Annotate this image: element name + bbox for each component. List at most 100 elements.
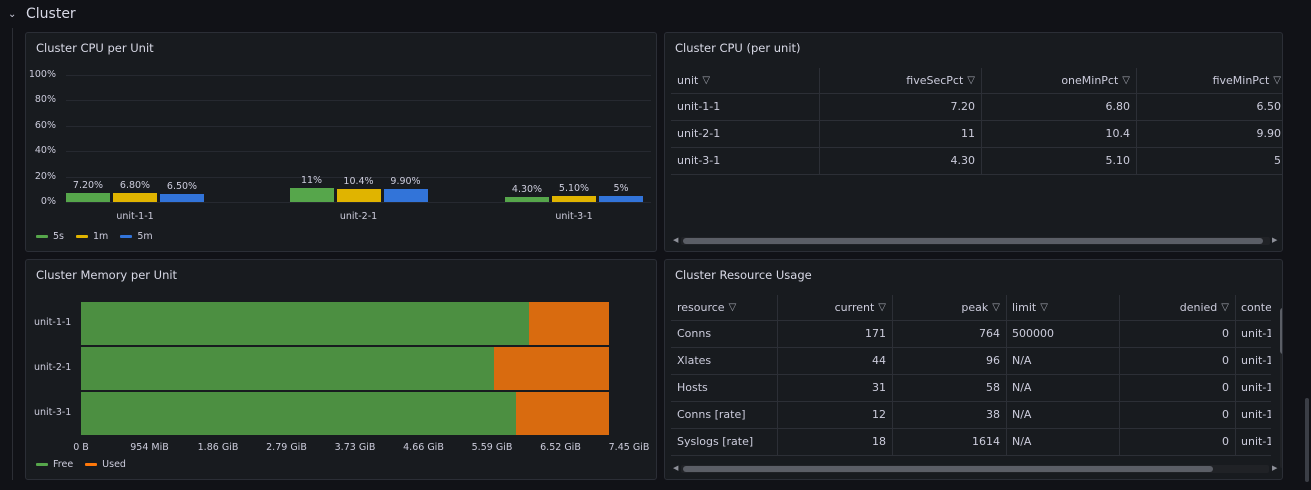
table-cell-current: 171 xyxy=(865,327,886,340)
legend-label: 1m xyxy=(93,231,109,242)
x-category-label: unit-1-1 xyxy=(116,211,154,222)
legend-swatch xyxy=(36,463,48,466)
column-header-unit[interactable]: unit ▽ xyxy=(671,68,819,93)
y-tick-label: 0% xyxy=(40,196,56,207)
table-cell-context: unit-1-1 xyxy=(1241,354,1271,367)
bar-free-unit-1-1 xyxy=(81,302,529,345)
table-cell-limit: N/A xyxy=(1012,381,1032,394)
column-header-label: unit xyxy=(677,74,699,87)
bar-value-label: 6.80% xyxy=(119,180,151,192)
bar-unit-2-1-5m xyxy=(383,189,428,202)
bar-value-label: 6.50% xyxy=(166,180,198,192)
column-header-peak[interactable]: peak ▽ xyxy=(892,295,1006,320)
scroll-left-arrow[interactable]: ◀ xyxy=(673,464,679,472)
row-divider xyxy=(671,374,1271,375)
table-cell-resource: Syslogs [rate] xyxy=(677,435,754,448)
bar-value-label: 10.4% xyxy=(343,175,374,187)
bar-free-unit-3-1 xyxy=(81,392,516,435)
x-tick-label: 4.66 GiB xyxy=(403,442,444,453)
filter-icon[interactable]: ▽ xyxy=(1273,75,1281,86)
table-cell-limit: N/A xyxy=(1012,354,1032,367)
table-cell-fiveSecPct: 11 xyxy=(961,127,975,140)
panel-cluster-resource-usage: Cluster Resource Usage resource ▽ current ▽… xyxy=(664,259,1283,480)
table-cell-current: 31 xyxy=(872,381,886,394)
row-divider xyxy=(671,428,1271,429)
table-cell-unit: unit-1-1 xyxy=(677,100,721,113)
horizontal-scrollbar[interactable] xyxy=(681,237,1270,245)
legend-item-free[interactable]: Free xyxy=(36,459,73,470)
filter-icon[interactable]: ▽ xyxy=(1221,302,1229,313)
row-divider xyxy=(671,147,1282,148)
table-cell-context: unit-1-1 xyxy=(1241,381,1271,394)
table-cell-resource: Hosts xyxy=(677,381,708,394)
cpu-bar-chart: 100% 80% 60% 40% 20% 0% 7.20% 6.80% 6.50% unit-1-… xyxy=(26,33,656,251)
chevron-down-icon[interactable]: ⌄ xyxy=(8,8,17,20)
column-divider xyxy=(1006,295,1007,455)
table-cell-denied: 0 xyxy=(1222,408,1229,421)
scroll-right-arrow[interactable]: ▶ xyxy=(1272,236,1278,244)
column-divider xyxy=(777,295,778,455)
y-tick-label: 60% xyxy=(34,119,56,131)
row-divider xyxy=(671,455,1271,456)
x-tick-label: 7.45 GiB xyxy=(608,442,650,453)
vertical-scrollbar[interactable] xyxy=(1280,308,1282,468)
chart-legend: 5s 1m 5m xyxy=(36,231,153,242)
legend-swatch xyxy=(85,463,98,466)
column-header-denied[interactable]: denied ▽ xyxy=(1119,295,1235,320)
table-cell-resource: Xlates xyxy=(677,354,712,367)
table-cell-denied: 0 xyxy=(1222,381,1229,394)
column-header-limit[interactable]: limit ▽ xyxy=(1006,295,1119,320)
table-cell-current: 18 xyxy=(872,435,886,448)
scrollbar-thumb[interactable] xyxy=(1280,308,1282,354)
filter-icon[interactable]: ▽ xyxy=(992,302,1000,313)
filter-icon[interactable]: ▽ xyxy=(1122,75,1130,86)
scrollbar-thumb[interactable] xyxy=(683,466,1213,472)
column-header-fiveSecPct[interactable]: fiveSecPct ▽ xyxy=(819,68,981,93)
table-cell-peak: 38 xyxy=(986,408,1000,421)
table-cell-oneMinPct: 6.80 xyxy=(1105,100,1131,113)
table-cell-limit: 500000 xyxy=(1012,327,1054,340)
table-cell-peak: 58 xyxy=(986,381,1000,394)
legend-item-1m[interactable]: 1m xyxy=(76,231,108,242)
table-cell-context: unit-1-1 xyxy=(1241,408,1271,421)
column-header-label: fiveSecPct xyxy=(906,74,964,87)
column-header-resource[interactable]: resource ▽ xyxy=(671,295,777,320)
table-cell-fiveSecPct: 4.30 xyxy=(950,154,976,167)
filter-icon[interactable]: ▽ xyxy=(728,302,737,313)
legend-item-5m[interactable]: 5m xyxy=(120,231,153,242)
row-divider xyxy=(671,120,1282,121)
bar-unit-1-1-5m xyxy=(160,193,204,202)
page-scrollbar[interactable] xyxy=(1305,398,1309,482)
filter-icon[interactable]: ▽ xyxy=(967,75,975,86)
column-header-oneMinPct[interactable]: oneMinPct ▽ xyxy=(981,68,1136,93)
scrollbar-thumb[interactable] xyxy=(683,238,1263,244)
legend-item-5s[interactable]: 5s xyxy=(36,231,64,242)
bar-value-label: 7.20% xyxy=(72,179,104,191)
x-category-label: unit-3-1 xyxy=(555,211,593,222)
column-header-current[interactable]: current ▽ xyxy=(777,295,892,320)
panel-cluster-cpu-table: Cluster CPU (per unit) unit ▽ fiveSecPct ▽ o… xyxy=(664,32,1283,252)
scroll-left-arrow[interactable]: ◀ xyxy=(673,236,679,244)
legend-swatch xyxy=(76,235,88,238)
bar-used-unit-3-1 xyxy=(515,392,610,435)
y-tick-label: 100% xyxy=(28,69,56,80)
filter-icon[interactable]: ▽ xyxy=(702,75,711,86)
scroll-right-arrow[interactable]: ▶ xyxy=(1272,464,1278,472)
filter-icon[interactable]: ▽ xyxy=(1040,302,1048,313)
table-cell-current: 44 xyxy=(872,354,886,367)
table-cell-denied: 0 xyxy=(1222,435,1229,448)
header-divider xyxy=(671,320,1271,321)
column-header-label: current xyxy=(834,301,875,314)
table-cell-fiveMinPct: 9.90 xyxy=(1256,127,1282,140)
column-header-fiveMinPct[interactable]: fiveMinPct ▽ xyxy=(1136,68,1282,93)
legend-item-used[interactable]: Used xyxy=(85,459,126,470)
filter-icon[interactable]: ▽ xyxy=(878,302,886,313)
column-divider xyxy=(981,68,982,174)
bar-used-unit-2-1 xyxy=(494,347,610,390)
row-divider xyxy=(671,401,1271,402)
horizontal-scrollbar[interactable] xyxy=(681,465,1269,473)
table-cell-unit: unit-2-1 xyxy=(677,127,721,140)
x-tick-label: 6.52 GiB xyxy=(540,442,581,453)
row-header-cluster[interactable]: ⌄ Cluster xyxy=(8,4,76,24)
column-header-context[interactable]: context▽ xyxy=(1235,295,1271,320)
